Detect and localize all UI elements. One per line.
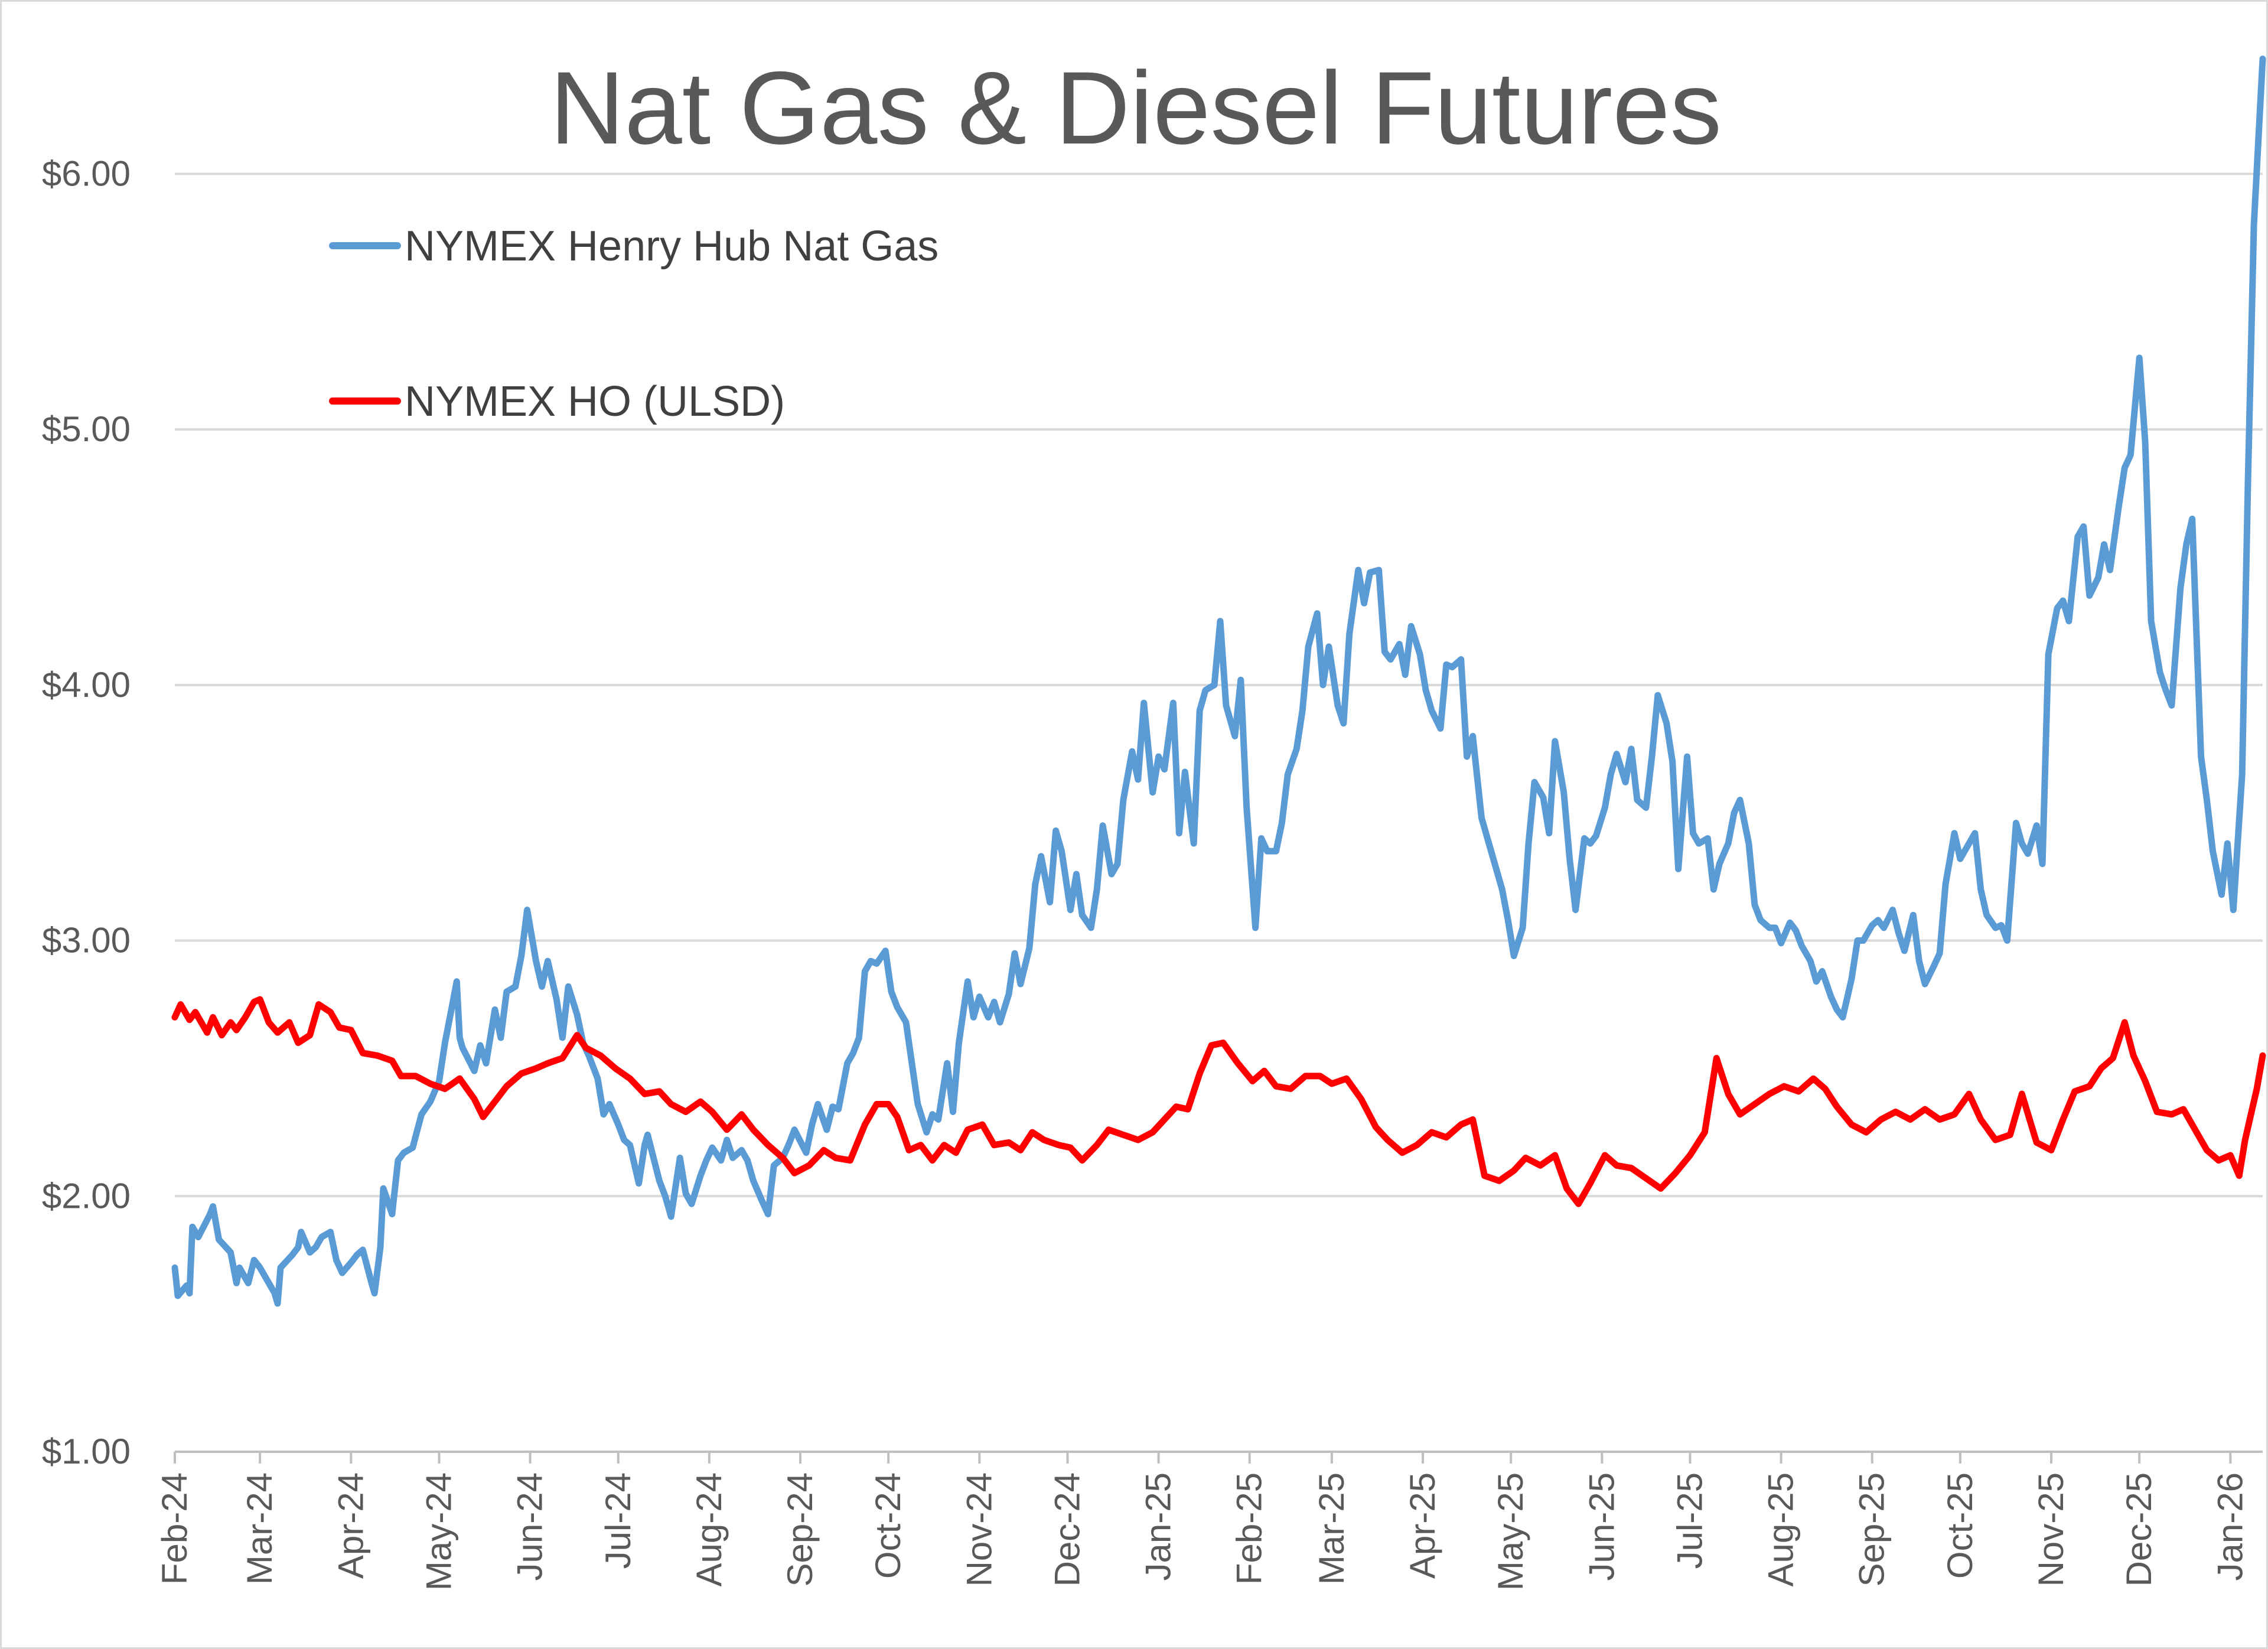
x-tick-label: Feb-24 bbox=[155, 1472, 194, 1585]
y-tick-label: $6.00 bbox=[42, 154, 131, 193]
x-tick-label: May-24 bbox=[419, 1472, 458, 1591]
x-tick-label: Nov-25 bbox=[2031, 1472, 2071, 1586]
legend-label-nat-gas: NYMEX Henry Hub Nat Gas bbox=[405, 223, 939, 270]
x-tick-label: Jan-26 bbox=[2210, 1472, 2250, 1580]
x-tick-label: Dec-25 bbox=[2119, 1472, 2159, 1586]
x-tick-label: Aug-24 bbox=[689, 1472, 729, 1586]
y-tick-label: $1.00 bbox=[42, 1432, 131, 1471]
x-tick-label: Apr-25 bbox=[1403, 1472, 1442, 1579]
x-tick-label: Mar-25 bbox=[1312, 1472, 1351, 1585]
chart-title: Nat Gas & Diesel Futures bbox=[550, 51, 1722, 166]
x-tick-label: Feb-25 bbox=[1230, 1472, 1269, 1585]
axes: $1.00 $2.00 $3.00 $4.00 $5.00 $6.00 Feb-24 Mar-… bbox=[42, 154, 2263, 1591]
y-tick-label: $5.00 bbox=[42, 409, 131, 449]
y-tick-label: $4.00 bbox=[42, 665, 131, 705]
x-tick-label: Jul-24 bbox=[598, 1472, 638, 1569]
legend: NYMEX Henry Hub Nat Gas NYMEX HO (ULSD) bbox=[329, 223, 939, 425]
series-line-1 bbox=[171, 996, 2266, 1207]
y-tick-label: $3.00 bbox=[42, 921, 131, 960]
x-tick-label: Jan-25 bbox=[1139, 1472, 1178, 1580]
x-tick-label: Dec-24 bbox=[1047, 1472, 1087, 1586]
x-tick-label: Sep-24 bbox=[780, 1472, 820, 1586]
series-line-0 bbox=[171, 56, 2266, 1307]
x-tick-label: Nov-24 bbox=[959, 1472, 999, 1586]
x-tick-label: Oct-25 bbox=[1940, 1472, 1980, 1579]
x-tick-label: Sep-25 bbox=[1852, 1472, 1892, 1586]
x-tick-label: Mar-24 bbox=[240, 1472, 279, 1585]
x-tick-label: Oct-24 bbox=[868, 1472, 908, 1579]
x-tick-label: Apr-24 bbox=[331, 1472, 370, 1579]
series-lines bbox=[171, 56, 2266, 1307]
x-tick-label: Jul-25 bbox=[1670, 1472, 1709, 1569]
x-tick-label: Jun-25 bbox=[1582, 1472, 1621, 1580]
x-tick-label: Aug-25 bbox=[1761, 1472, 1801, 1586]
x-tick-label: Jun-24 bbox=[510, 1472, 550, 1580]
legend-label-ulsd: NYMEX HO (ULSD) bbox=[405, 378, 785, 425]
y-tick-label: $2.00 bbox=[42, 1176, 131, 1215]
x-tick-label: May-25 bbox=[1491, 1472, 1530, 1591]
